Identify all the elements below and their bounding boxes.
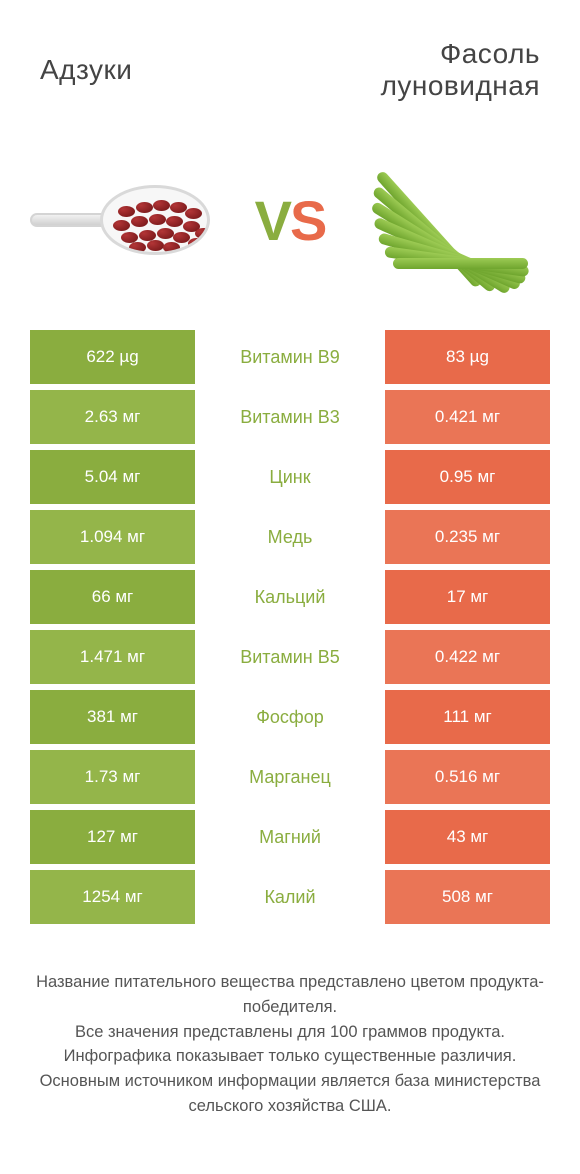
adzuki-bean-icon	[147, 240, 164, 251]
adzuki-bean-icon	[163, 242, 180, 253]
nutrient-label: Цинк	[195, 450, 385, 504]
value-left: 1254 мг	[30, 870, 195, 924]
nutrient-label: Калий	[195, 870, 385, 924]
footer-line: Все значения представлены для 100 граммо…	[30, 1020, 550, 1045]
header: Адзуки Фасоль луновидная	[0, 0, 580, 130]
adzuki-bean-icon	[153, 200, 170, 211]
table-row: 622 µgВитамин B983 µg	[30, 330, 550, 384]
nutrient-label: Марганец	[195, 750, 385, 804]
footer-line: Инфографика показывает только существенн…	[30, 1044, 550, 1069]
value-left: 622 µg	[30, 330, 195, 384]
table-row: 127 мгМагний43 мг	[30, 810, 550, 864]
table-row: 1254 мгКалий508 мг	[30, 870, 550, 924]
nutrient-label: Витамин B5	[195, 630, 385, 684]
adzuki-bean-icon	[118, 206, 135, 217]
footer-notes: Название питательного вещества представл…	[0, 930, 580, 1139]
value-right: 508 мг	[385, 870, 550, 924]
adzuki-bean-icon	[113, 220, 130, 231]
spoon-icon	[30, 175, 220, 265]
nutrient-label: Магний	[195, 810, 385, 864]
nutrient-label: Витамин B3	[195, 390, 385, 444]
title-right: Фасоль луновидная	[290, 38, 540, 102]
vs-v-letter: V	[255, 188, 290, 253]
footer-line: Основным источником информации является …	[30, 1069, 550, 1119]
value-right: 83 µg	[385, 330, 550, 384]
value-right: 0.422 мг	[385, 630, 550, 684]
adzuki-bean-icon	[129, 242, 146, 253]
value-right: 0.516 мг	[385, 750, 550, 804]
adzuki-bean-icon	[185, 208, 202, 219]
adzuki-bean-icon	[157, 228, 174, 239]
value-right: 0.95 мг	[385, 450, 550, 504]
food-right-image	[360, 150, 550, 290]
nutrient-label: Кальций	[195, 570, 385, 624]
vs-badge: VS	[255, 188, 326, 253]
table-row: 1.094 мгМедь0.235 мг	[30, 510, 550, 564]
adzuki-bean-icon	[188, 238, 205, 249]
value-right: 43 мг	[385, 810, 550, 864]
value-left: 381 мг	[30, 690, 195, 744]
footer-line: Название питательного вещества представл…	[30, 970, 550, 1020]
adzuki-bean-icon	[131, 216, 148, 227]
vs-s-letter: S	[290, 188, 325, 253]
adzuki-bean-icon	[149, 214, 166, 225]
value-right: 17 мг	[385, 570, 550, 624]
value-right: 111 мг	[385, 690, 550, 744]
table-row: 5.04 мгЦинк0.95 мг	[30, 450, 550, 504]
adzuki-bean-icon	[166, 216, 183, 227]
table-row: 2.63 мгВитамин B30.421 мг	[30, 390, 550, 444]
value-left: 1.094 мг	[30, 510, 195, 564]
hero-row: VS	[0, 130, 580, 330]
nutrient-label: Медь	[195, 510, 385, 564]
green-bean-icon	[393, 258, 528, 269]
value-left: 1.471 мг	[30, 630, 195, 684]
adzuki-bean-icon	[136, 202, 153, 213]
food-left-image	[30, 150, 220, 290]
value-right: 0.421 мг	[385, 390, 550, 444]
value-left: 127 мг	[30, 810, 195, 864]
table-row: 381 мгФосфор111 мг	[30, 690, 550, 744]
value-left: 5.04 мг	[30, 450, 195, 504]
value-left: 66 мг	[30, 570, 195, 624]
nutrient-label: Фосфор	[195, 690, 385, 744]
table-row: 66 мгКальций17 мг	[30, 570, 550, 624]
value-left: 2.63 мг	[30, 390, 195, 444]
comparison-table: 622 µgВитамин B983 µg2.63 мгВитамин B30.…	[0, 330, 580, 924]
table-row: 1.471 мгВитамин B50.422 мг	[30, 630, 550, 684]
green-beans-icon	[365, 150, 545, 290]
title-left: Адзуки	[40, 54, 290, 86]
nutrient-label: Витамин B9	[195, 330, 385, 384]
table-row: 1.73 мгМарганец0.516 мг	[30, 750, 550, 804]
value-left: 1.73 мг	[30, 750, 195, 804]
value-right: 0.235 мг	[385, 510, 550, 564]
